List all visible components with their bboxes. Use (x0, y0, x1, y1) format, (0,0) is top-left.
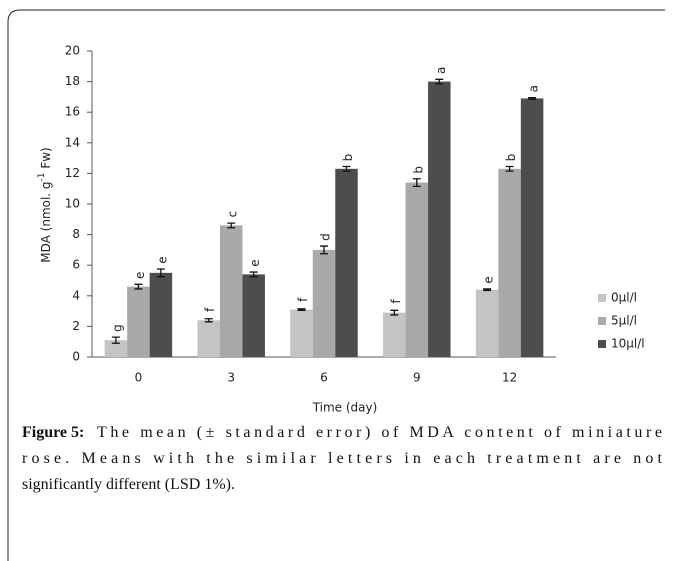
significance-letter: d (319, 233, 333, 241)
significance-letter: f (203, 307, 217, 312)
legend-swatch (598, 317, 606, 325)
y-label-main: MDA (nmol. g (39, 181, 53, 262)
error-bar (528, 97, 537, 100)
bar (149, 272, 173, 357)
significance-letter: b (504, 154, 518, 162)
caption-line: significantly different (LSD 1%). (22, 476, 235, 493)
error-bar (249, 271, 258, 278)
error-bar (320, 245, 328, 255)
y-label-tail: Fw) (39, 147, 53, 172)
error-bar (204, 318, 213, 323)
error-bar (111, 336, 120, 344)
y-tick-label: 14 (65, 135, 80, 149)
error-bar (156, 268, 165, 278)
error-bar (342, 165, 351, 172)
y-tick-label: 0 (72, 350, 80, 364)
bar (475, 289, 499, 357)
bar (335, 168, 358, 357)
significance-letter: a (434, 67, 448, 74)
bar (383, 312, 406, 357)
y-tick-label: 6 (72, 258, 80, 272)
bar (242, 274, 265, 357)
legend-swatch (598, 340, 606, 348)
error-bar (227, 222, 236, 229)
bar (219, 225, 243, 357)
legend-label: 10µl/l (611, 337, 645, 351)
error-bar (435, 78, 444, 85)
legend-label: 5µl/l (611, 314, 637, 328)
caption-line: rose. Means with the similar letters in … (22, 450, 663, 467)
legend-label: 0µl/l (611, 291, 637, 305)
bar (520, 98, 544, 358)
x-tick-label: 9 (413, 371, 421, 385)
bar (405, 182, 429, 357)
significance-letter: e (155, 256, 169, 263)
x-tick-label: 12 (502, 371, 517, 385)
error-bar (483, 288, 492, 292)
significance-letter: f (389, 298, 403, 303)
significance-letter: b (411, 166, 425, 174)
significance-letter: e (482, 276, 496, 283)
y-tick-label: 16 (65, 105, 80, 119)
error-bar (390, 309, 399, 316)
error-bar (412, 178, 421, 188)
y-tick-label: 8 (72, 227, 80, 241)
error-bar (297, 308, 306, 311)
bar (127, 286, 150, 357)
x-tick-label: 0 (135, 371, 143, 385)
x-axis-label: Time (day) (312, 401, 378, 415)
y-axis-label: MDA (nmol. g-1 Fw) (37, 147, 53, 263)
significance-letter: c (226, 211, 240, 218)
significance-letter: b (341, 154, 355, 162)
y-label-sup: -1 (37, 172, 47, 181)
error-bar (134, 283, 143, 290)
significance-letter: a (527, 85, 541, 92)
y-tick-label: 2 (72, 319, 80, 333)
bar (290, 309, 313, 357)
y-tick-label: 4 (72, 288, 80, 302)
significance-letter: e (248, 259, 262, 266)
significance-letter: g (110, 324, 124, 332)
caption-label: Figure 5: (22, 424, 84, 441)
x-tick-label: 3 (227, 371, 235, 385)
y-tick-label: 10 (65, 197, 80, 211)
caption-line: The mean (± standard error) of MDA conte… (97, 424, 662, 441)
y-tick-label: 18 (65, 74, 80, 88)
frame (7, 9, 665, 561)
bar (104, 340, 128, 357)
bar (428, 81, 451, 357)
bar (197, 320, 220, 357)
error-bar (505, 165, 514, 172)
significance-letter: e (133, 272, 147, 279)
x-tick-label: 6 (320, 371, 328, 385)
y-tick-label: 20 (65, 44, 80, 58)
bar (312, 249, 336, 357)
legend-swatch (598, 294, 606, 302)
significance-letter: f (296, 297, 310, 302)
bar (498, 168, 521, 357)
y-tick-label: 12 (65, 166, 80, 180)
